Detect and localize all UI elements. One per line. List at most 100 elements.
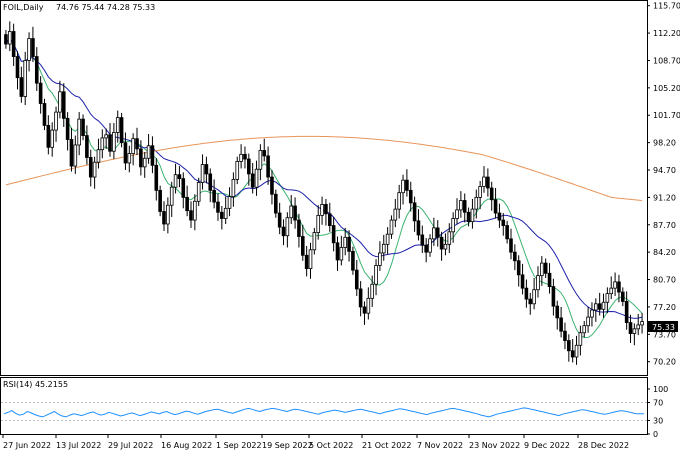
last-price-label: 75.33 bbox=[652, 323, 675, 332]
candle-body bbox=[189, 210, 193, 221]
price-axis: 115.70 112.20 108.70 105.20 101.70 98.20 94.70… bbox=[647, 2, 680, 367]
candle-body bbox=[597, 303, 602, 310]
candle-body bbox=[220, 211, 224, 219]
candle-body bbox=[196, 182, 201, 202]
candle-body bbox=[443, 243, 448, 250]
candle-body bbox=[250, 173, 255, 188]
candle-body bbox=[601, 301, 606, 310]
candle-body bbox=[142, 157, 147, 168]
candle-body bbox=[451, 218, 455, 233]
candle-body bbox=[185, 196, 189, 212]
candle-body bbox=[285, 217, 290, 237]
candle-body bbox=[374, 265, 378, 285]
price-tick-label: 91.20 bbox=[653, 193, 676, 202]
candle-body bbox=[489, 187, 494, 201]
price-panel-frame bbox=[0, 0, 648, 376]
candle-body bbox=[293, 205, 297, 221]
candle-body bbox=[516, 260, 521, 276]
candle-body bbox=[277, 212, 282, 228]
candle-body bbox=[351, 250, 355, 271]
candle-body bbox=[46, 125, 51, 148]
candle-body bbox=[482, 176, 486, 187]
time-tick-label: 1 Sep 2022 bbox=[216, 441, 262, 450]
candle-body bbox=[42, 103, 47, 126]
candle-body bbox=[181, 178, 186, 198]
price-tick-label: 112.20 bbox=[653, 29, 680, 38]
price-tick-label: 87.70 bbox=[653, 221, 676, 230]
time-tick-label: 29 Jul 2022 bbox=[108, 441, 153, 450]
candle-body bbox=[594, 303, 598, 311]
candle-body bbox=[343, 236, 348, 248]
price-tick-label: 84.20 bbox=[653, 248, 676, 257]
candle-body bbox=[139, 148, 143, 168]
price-tick-label: 101.70 bbox=[653, 111, 680, 120]
candle-body bbox=[204, 164, 209, 175]
candle-body bbox=[567, 340, 571, 352]
candle-body bbox=[23, 60, 28, 97]
candle-body bbox=[7, 31, 12, 45]
price-tick-label: 105.20 bbox=[653, 84, 680, 93]
candle-body bbox=[15, 56, 20, 79]
rsi-tick-label: 100 bbox=[653, 385, 668, 394]
rsi-label: RSI(14) 45.2155 bbox=[3, 380, 68, 389]
time-tick-label: 28 Dec 2022 bbox=[578, 441, 629, 450]
candle-body bbox=[486, 176, 490, 189]
candle-body bbox=[297, 219, 301, 237]
candle-body bbox=[38, 82, 43, 104]
candle-body bbox=[505, 225, 509, 240]
candle-body bbox=[108, 134, 112, 152]
time-tick-label: 5 Oct 2022 bbox=[309, 441, 353, 450]
moving-average-line bbox=[5, 135, 643, 201]
candle-body bbox=[227, 196, 232, 209]
rsi-tick-label: 70 bbox=[653, 399, 663, 408]
candle-body bbox=[247, 158, 251, 175]
candle-body bbox=[281, 226, 286, 237]
candle-body bbox=[331, 225, 336, 244]
candle-body bbox=[362, 306, 367, 314]
candle-body bbox=[408, 189, 413, 204]
candle-body bbox=[455, 209, 459, 219]
candle-body bbox=[169, 186, 174, 206]
candle-body bbox=[632, 328, 637, 334]
candle-body bbox=[150, 145, 155, 166]
candle-body bbox=[466, 211, 471, 223]
candle-body bbox=[520, 274, 525, 289]
candle-body bbox=[173, 174, 178, 188]
time-tick-label: 9 Dec 2022 bbox=[524, 441, 570, 450]
candle-body bbox=[34, 56, 39, 84]
candle-body bbox=[493, 199, 498, 214]
candle-body bbox=[254, 168, 259, 188]
candle-body bbox=[127, 153, 132, 164]
candle-body bbox=[208, 173, 213, 191]
candle-body bbox=[166, 204, 170, 225]
candle-body bbox=[104, 134, 108, 139]
candle-body bbox=[428, 238, 432, 253]
candle-body bbox=[478, 186, 482, 198]
candle-body bbox=[96, 149, 101, 163]
candle-body bbox=[501, 219, 506, 226]
candle-body bbox=[366, 297, 371, 314]
candle-body bbox=[243, 153, 247, 160]
candle-body bbox=[636, 324, 641, 330]
price-tick-label: 77.20 bbox=[653, 303, 676, 312]
candle-body bbox=[385, 233, 390, 245]
candle-body bbox=[393, 208, 398, 221]
candle-body bbox=[617, 281, 621, 293]
candle-body bbox=[470, 208, 475, 223]
candle-body bbox=[312, 232, 317, 251]
candle-body bbox=[609, 287, 614, 295]
candle-body bbox=[389, 219, 394, 235]
candle-body bbox=[378, 252, 382, 266]
candle-body bbox=[582, 325, 587, 334]
candle-body bbox=[119, 117, 124, 144]
candle-body bbox=[401, 179, 405, 194]
candle-body bbox=[131, 138, 135, 154]
candle-body bbox=[574, 344, 579, 358]
candle-body bbox=[570, 350, 575, 358]
candle-body bbox=[320, 204, 324, 216]
candle-body bbox=[324, 204, 328, 215]
candle-body bbox=[347, 236, 351, 252]
candle-body bbox=[339, 247, 344, 261]
candle-body bbox=[540, 262, 544, 277]
candle-body bbox=[405, 179, 409, 191]
